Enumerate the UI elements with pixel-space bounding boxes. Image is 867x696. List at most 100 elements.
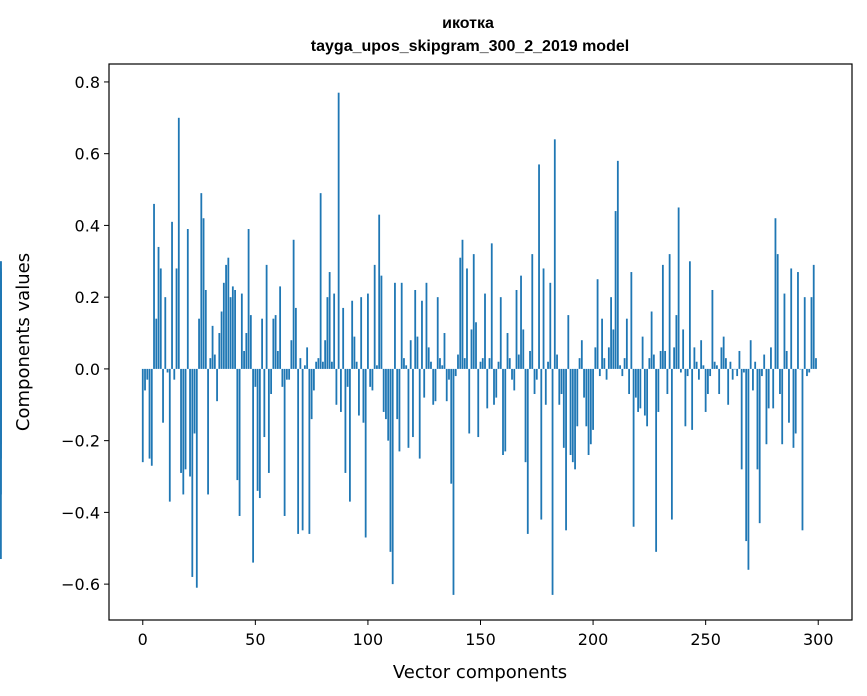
bar — [616, 160, 619, 369]
bar — [391, 368, 394, 585]
bar — [328, 272, 331, 369]
bar — [400, 282, 403, 369]
bar — [740, 368, 743, 470]
bar — [513, 368, 516, 391]
bar — [434, 368, 437, 402]
bar — [238, 368, 241, 516]
bar — [351, 300, 354, 369]
x-tick-label: 150 — [465, 630, 496, 649]
bar — [308, 368, 311, 534]
bar — [707, 368, 709, 395]
bar — [418, 368, 421, 459]
bar — [691, 368, 694, 430]
bar — [639, 368, 642, 409]
bar — [416, 336, 419, 369]
bar — [659, 350, 662, 369]
bar — [164, 297, 167, 369]
bar — [770, 347, 772, 369]
bar — [236, 368, 239, 481]
bar — [490, 243, 493, 369]
bar — [177, 117, 180, 369]
bar — [677, 207, 680, 369]
bar — [324, 340, 327, 369]
bar — [718, 368, 721, 395]
y-axis-ticks: −0.6 −0.4 −0.2 0.0 0.2 0.4 0.6 0.8 — [61, 73, 109, 594]
bar — [547, 361, 549, 369]
bar — [788, 368, 790, 423]
bar — [558, 368, 561, 405]
bar — [225, 264, 227, 369]
y-tick-label: 0.8 — [75, 73, 100, 92]
bar — [227, 257, 230, 369]
bar — [283, 368, 286, 516]
bar — [403, 358, 405, 369]
bar — [141, 368, 144, 463]
y-tick-label: 0.2 — [75, 288, 100, 307]
bar — [468, 368, 471, 434]
bar — [736, 368, 739, 377]
bar — [607, 347, 610, 369]
bar — [585, 368, 588, 427]
bar — [394, 282, 396, 369]
bar — [646, 368, 649, 427]
bar — [743, 368, 745, 373]
bar — [326, 297, 329, 369]
bar — [605, 368, 608, 380]
bar — [556, 354, 558, 369]
bar — [549, 282, 552, 369]
bar — [637, 368, 640, 412]
bar — [276, 350, 279, 369]
bar — [565, 368, 567, 531]
bar — [664, 350, 667, 369]
bar — [146, 368, 149, 380]
bar — [294, 307, 297, 369]
bar — [353, 336, 356, 369]
bar — [520, 275, 522, 369]
bar — [783, 293, 786, 369]
bar — [686, 368, 689, 377]
bar — [317, 358, 320, 369]
bar — [493, 368, 495, 405]
bar — [515, 289, 518, 369]
bar — [162, 368, 164, 423]
bar — [168, 368, 171, 502]
bar — [648, 358, 651, 369]
bar — [526, 368, 529, 534]
bar — [436, 297, 439, 369]
bar — [506, 333, 509, 369]
bar — [765, 368, 768, 445]
bar — [767, 368, 770, 409]
bar — [761, 368, 763, 377]
bar — [477, 368, 480, 438]
bar — [758, 368, 761, 524]
bar — [632, 368, 635, 527]
bar — [148, 368, 151, 459]
bar — [722, 336, 725, 369]
bar — [441, 365, 444, 369]
bar — [355, 361, 358, 369]
bar — [562, 368, 565, 448]
bar — [661, 264, 664, 369]
bar — [249, 315, 252, 369]
bar — [806, 368, 808, 377]
bar — [587, 368, 590, 455]
bar — [560, 368, 563, 395]
bar — [754, 361, 757, 369]
bar — [281, 368, 284, 387]
bar — [288, 368, 291, 380]
bar — [484, 293, 486, 369]
bar — [682, 329, 685, 369]
y-tick-label: −0.2 — [61, 432, 100, 451]
bar — [738, 350, 741, 369]
bar — [153, 203, 155, 369]
bar — [189, 368, 191, 477]
bar — [204, 289, 207, 369]
bar — [675, 315, 678, 369]
bar — [504, 368, 507, 452]
bar — [508, 358, 511, 369]
bar — [387, 368, 390, 441]
bar — [216, 368, 218, 402]
bar — [222, 282, 225, 369]
bar — [749, 340, 752, 369]
bar — [679, 368, 682, 373]
